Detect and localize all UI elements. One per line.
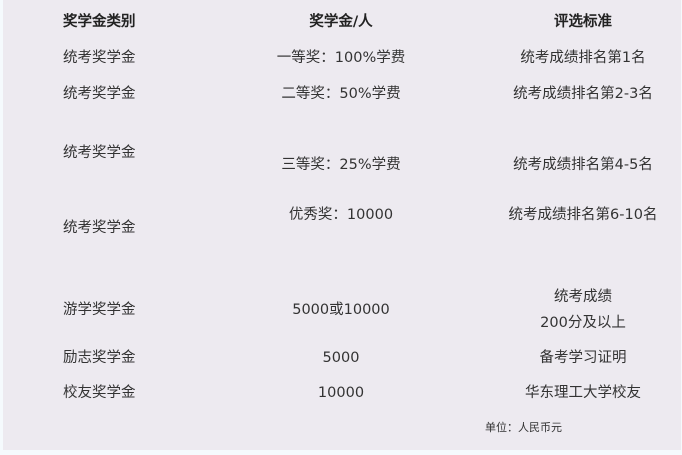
row-7-criteria: 华东理工大学校友 xyxy=(525,385,641,401)
row-2-category: 统考奖学金 xyxy=(63,86,136,102)
row-3-category: 统考奖学金 xyxy=(63,145,136,161)
row-6-category: 励志奖学金 xyxy=(63,350,136,366)
row-1-amount: 一等奖：100%学费 xyxy=(276,50,406,66)
row-1-criteria: 统考成绩排名第1名 xyxy=(520,50,646,66)
row-5-criteria: 统考成绩 xyxy=(554,289,612,305)
row-5-category: 游学奖学金 xyxy=(63,302,136,318)
header-amount: 奖学金/人 xyxy=(309,14,373,30)
row-7-amount: 10000 xyxy=(317,385,365,401)
scholarship-table: 奖学金类别 奖学金/人 评选标准 统考奖学金 一等奖：100%学费 统考成绩排名… xyxy=(3,0,681,450)
row-4-criteria: 统考成绩排名第6-10名 xyxy=(508,207,658,223)
row-3-criteria: 统考成绩排名第4-5名 xyxy=(513,157,653,173)
row-2-criteria: 统考成绩排名第2-3名 xyxy=(513,86,653,102)
row-6-amount: 5000 xyxy=(322,350,360,366)
row-3-amount: 三等奖：25%学费 xyxy=(281,157,401,173)
header-category: 奖学金类别 xyxy=(63,14,136,30)
row-2-amount: 二等奖：50%学费 xyxy=(281,86,401,102)
row-6-criteria: 备考学习证明 xyxy=(539,350,627,366)
row-1-category: 统考奖学金 xyxy=(63,50,136,66)
unit-note: 单位：人民币元 xyxy=(485,421,562,434)
row-5-amount: 5000或10000 xyxy=(292,302,390,318)
header-criteria: 评选标准 xyxy=(554,14,612,30)
row-4-category: 统考奖学金 xyxy=(63,220,136,236)
row-5-criteria-line2: 200分及以上 xyxy=(540,315,626,331)
row-7-category: 校友奖学金 xyxy=(63,385,136,401)
row-4-amount: 优秀奖：10000 xyxy=(288,207,394,223)
